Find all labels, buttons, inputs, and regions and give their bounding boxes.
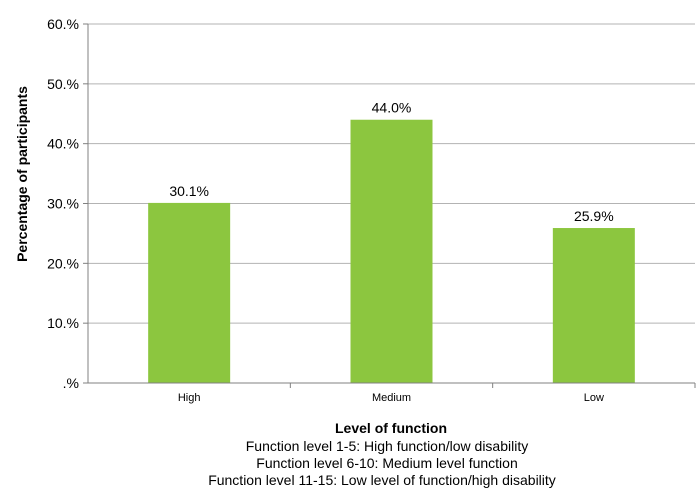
data-label: 30.1% bbox=[169, 183, 209, 199]
labels: .% 10.% 20.% 30.% 40.% 50.% 60.% 30.1% High 44.0%… bbox=[47, 16, 614, 404]
bar-high bbox=[148, 202, 231, 383]
bar-medium bbox=[350, 119, 433, 383]
y-tick-label: 30.% bbox=[47, 196, 79, 212]
x-tick-label: Low bbox=[584, 392, 604, 404]
footnote-line-2: Function level 6-10: Medium level functi… bbox=[256, 455, 517, 471]
footnote-line-1: Function level 1-5: High function/low di… bbox=[246, 438, 528, 454]
footnote-line-3: Function level 11-15: Low level of funct… bbox=[208, 472, 556, 488]
axes bbox=[83, 23, 696, 388]
data-label: 44.0% bbox=[372, 100, 412, 116]
x-axis-title: Level of function bbox=[335, 420, 447, 436]
data-label: 25.9% bbox=[574, 208, 614, 224]
x-tick-label: High bbox=[178, 392, 201, 404]
y-tick-label: 40.% bbox=[47, 136, 79, 152]
y-tick-label: 50.% bbox=[47, 76, 79, 92]
y-tick-label: 60.% bbox=[47, 16, 79, 32]
bars bbox=[148, 119, 635, 383]
bar-low bbox=[552, 228, 635, 383]
y-tick-label: .% bbox=[63, 375, 79, 391]
y-axis-title: Percentage of participants bbox=[14, 86, 30, 262]
y-tick-label: 10.% bbox=[47, 315, 79, 331]
x-tick-label: Medium bbox=[372, 392, 411, 404]
y-tick-label: 20.% bbox=[47, 255, 79, 271]
